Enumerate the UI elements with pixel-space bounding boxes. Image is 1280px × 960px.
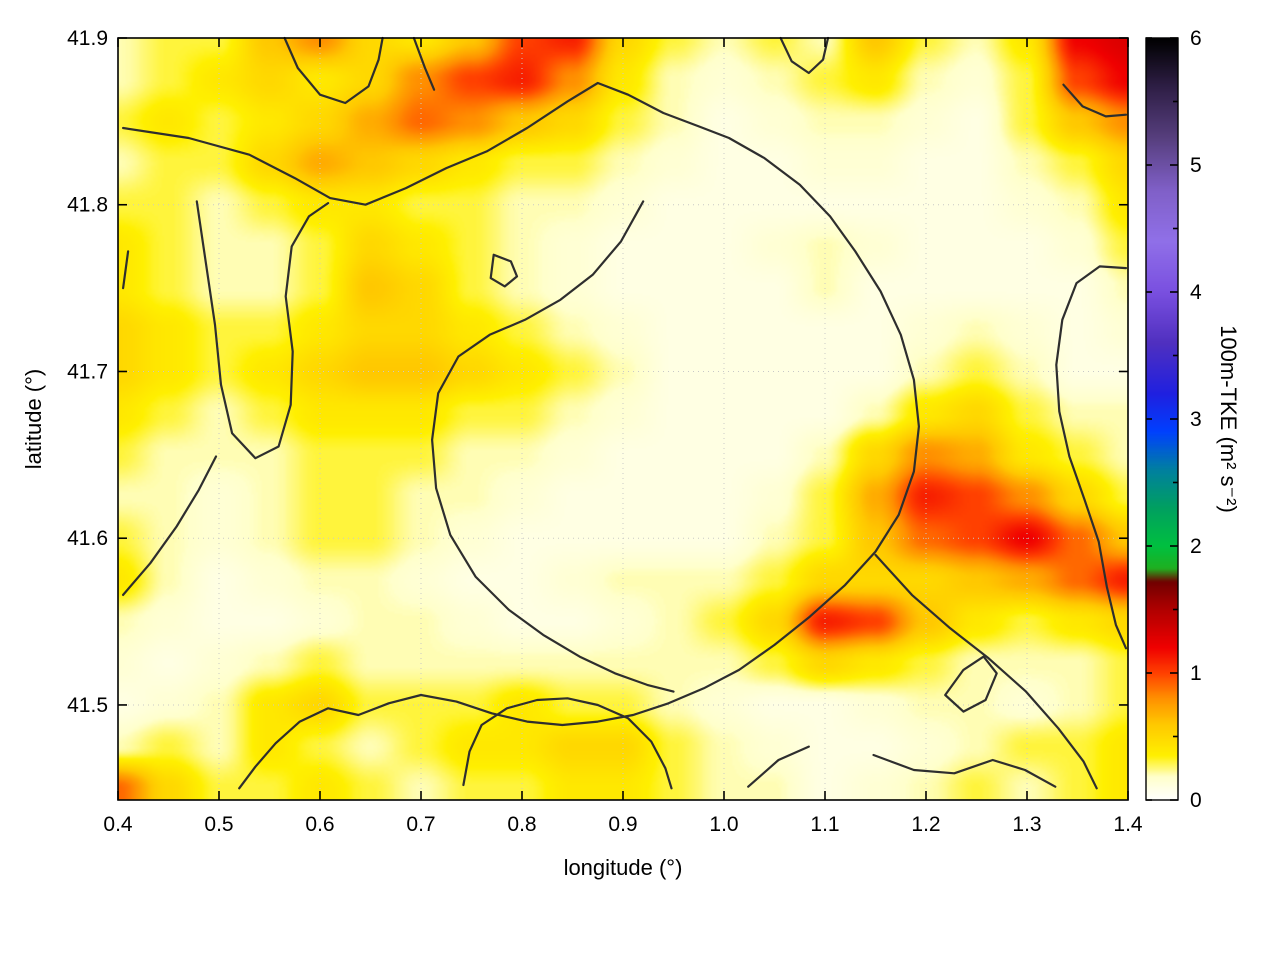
tke-heatmap-canvas [118, 38, 1128, 800]
y-tick-label: 41.6 [67, 527, 108, 550]
colorbar-tick-label: 6 [1190, 27, 1202, 50]
colorbar-tick-label: 1 [1190, 662, 1202, 685]
x-tick-label: 0.8 [507, 813, 536, 836]
x-tick-label: 1.2 [911, 813, 940, 836]
x-tick-label: 1.0 [709, 813, 738, 836]
y-tick-label: 41.5 [67, 694, 108, 717]
colorbar-tick-label: 2 [1190, 535, 1202, 558]
x-tick-label: 0.6 [305, 813, 334, 836]
x-tick-label: 0.4 [103, 813, 133, 836]
y-tick-label: 41.9 [67, 27, 108, 50]
colorbar-tick-label: 5 [1190, 154, 1202, 177]
x-tick-label: 1.4 [1113, 813, 1143, 836]
x-axis-label: longitude (°) [563, 855, 683, 880]
y-tick-label: 41.8 [67, 194, 108, 217]
colorbar-tick-label: 3 [1190, 408, 1202, 431]
colorbar-tick-label: 4 [1190, 281, 1202, 304]
x-tick-label: 0.5 [204, 813, 233, 836]
y-axis-label: latitude (°) [21, 368, 46, 470]
x-tick-label: 1.3 [1012, 813, 1041, 836]
x-tick-label: 0.7 [406, 813, 435, 836]
x-tick-label: 1.1 [810, 813, 839, 836]
colorbar-label: 100m-TKE (m² s⁻²) [1216, 325, 1241, 513]
y-tick-label: 41.7 [67, 360, 108, 383]
colorbar-tick-label: 0 [1190, 789, 1202, 812]
colorbar-gradient [1146, 38, 1178, 800]
x-tick-label: 0.9 [608, 813, 637, 836]
